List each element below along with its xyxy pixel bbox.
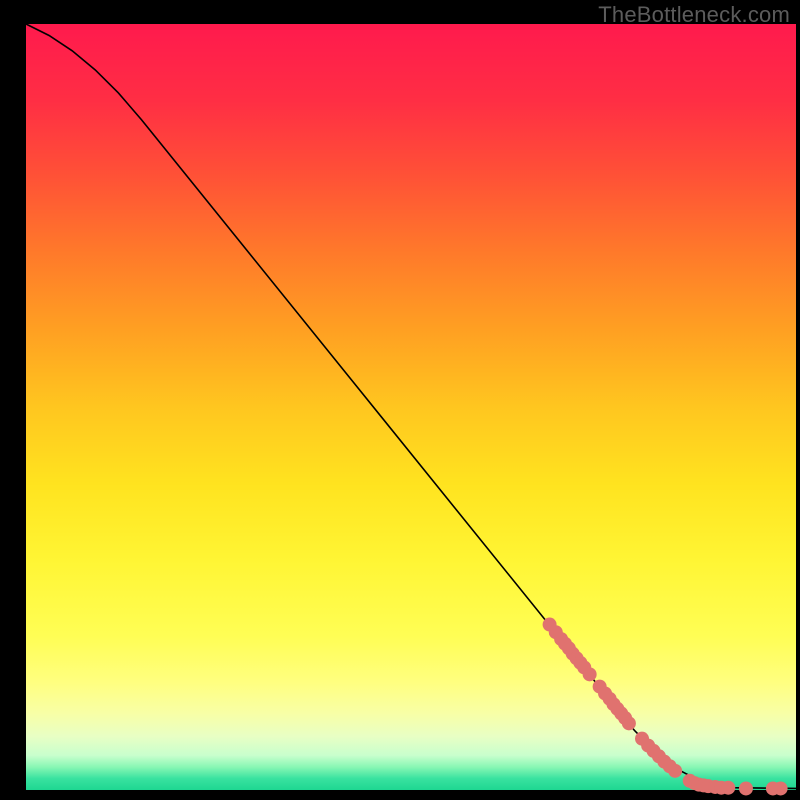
- data-marker: [583, 667, 597, 681]
- data-marker: [739, 781, 753, 795]
- chart-container: TheBottleneck.com: [0, 0, 800, 800]
- gradient-plot-area: [26, 24, 796, 790]
- data-marker: [622, 716, 636, 730]
- data-marker: [668, 764, 682, 778]
- data-marker: [721, 781, 735, 795]
- watermark-text: TheBottleneck.com: [598, 2, 790, 28]
- chart-svg: [0, 0, 800, 800]
- data-marker: [774, 781, 788, 795]
